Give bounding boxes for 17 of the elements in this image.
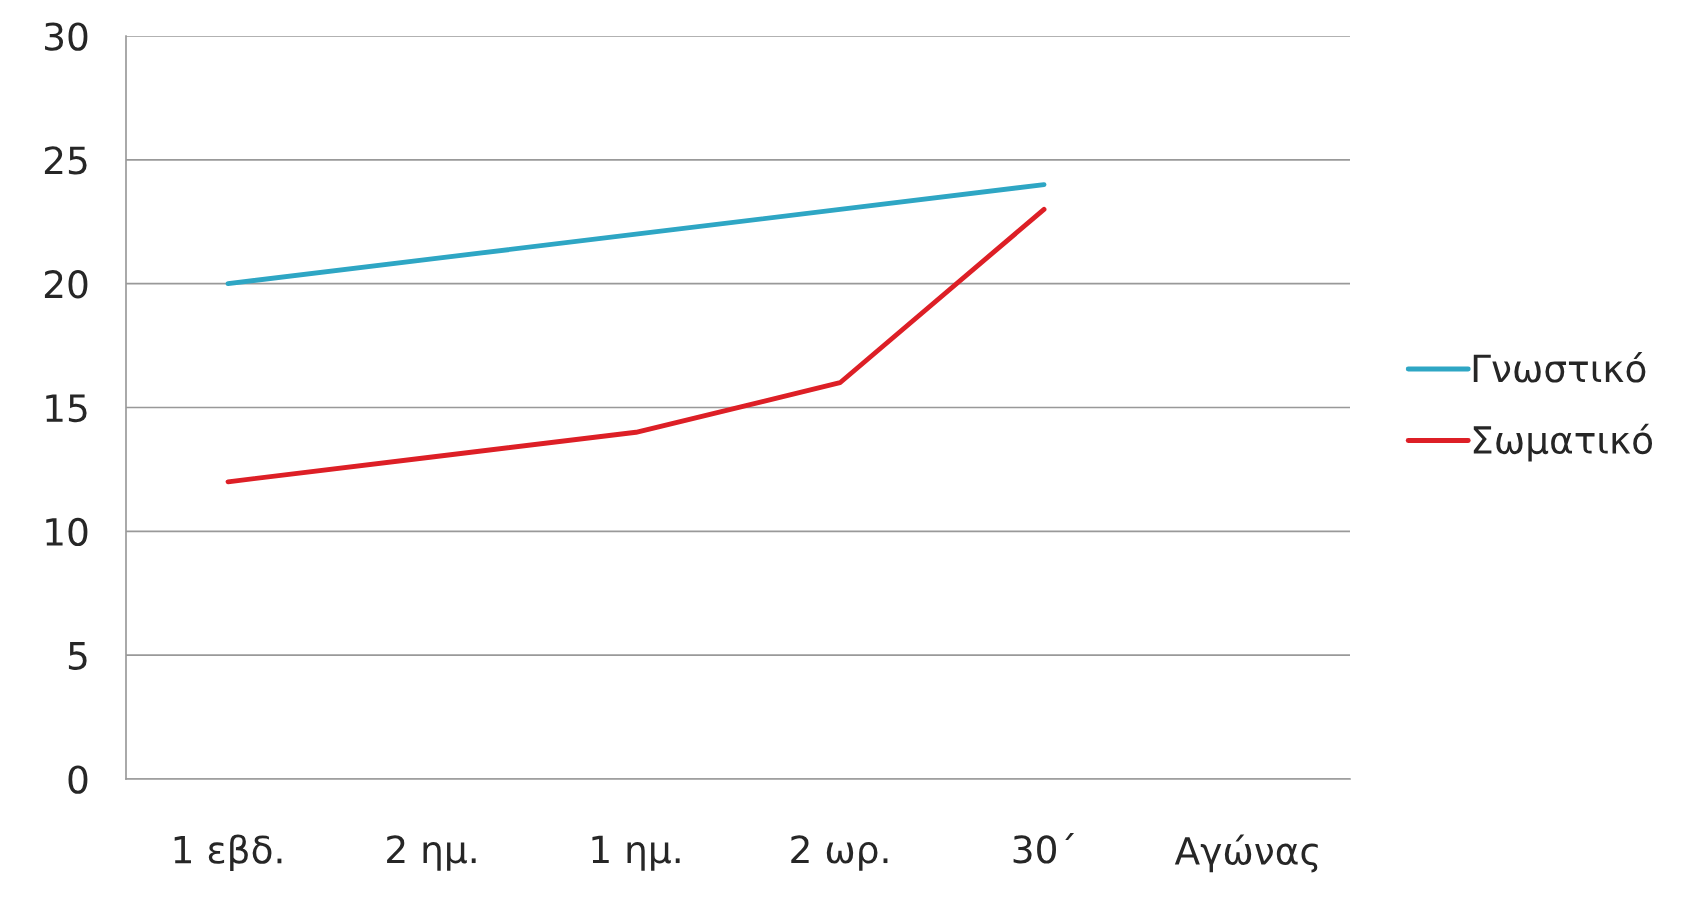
x-tick-label: 2 ημ.: [387, 835, 476, 871]
line-series: [225, 182, 1047, 287]
y-tick-label: 20: [44, 270, 88, 299]
x-tick-label: Αγώνας: [1174, 834, 1318, 873]
x-tick-label: 30΄: [1013, 833, 1075, 864]
x-tick-label: 2 ωρ.: [791, 835, 888, 871]
y-tick-label: 15: [46, 394, 87, 423]
y-tick-label: 5: [68, 642, 87, 670]
legend-label: Γνωστικό: [1473, 352, 1646, 383]
legend-label: Σωματικό: [1473, 423, 1653, 462]
y-tick-label: 0: [68, 765, 88, 794]
line-series: [225, 206, 1047, 485]
y-tick-label: 30: [45, 22, 88, 51]
y-tick-label: 10: [46, 517, 88, 547]
y-tick-label: 25: [44, 146, 87, 175]
x-tick-label: 1 ημ.: [592, 835, 680, 871]
x-tick-label: 1 εβδ.: [174, 834, 282, 872]
